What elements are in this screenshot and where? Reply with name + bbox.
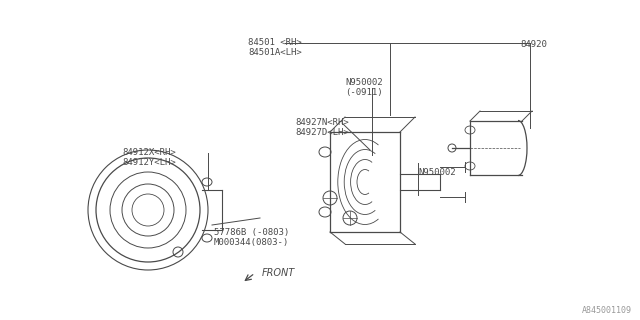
Text: M000344(0803-): M000344(0803-) (214, 238, 289, 247)
Text: 57786B (-0803): 57786B (-0803) (214, 228, 289, 237)
Text: 84912X<RH>: 84912X<RH> (122, 148, 176, 157)
Text: 84501A<LH>: 84501A<LH> (248, 48, 301, 57)
Text: 84501 <RH>: 84501 <RH> (248, 38, 301, 47)
Text: N950002: N950002 (345, 78, 383, 87)
Text: 84920: 84920 (520, 40, 547, 49)
Text: 84912Y<LH>: 84912Y<LH> (122, 158, 176, 167)
Text: (-0911): (-0911) (345, 88, 383, 97)
Text: N950002: N950002 (418, 168, 456, 177)
Text: FRONT: FRONT (262, 268, 295, 278)
Text: 84927D<LH>: 84927D<LH> (295, 128, 349, 137)
Text: A845001109: A845001109 (582, 306, 632, 315)
Text: 84927N<RH>: 84927N<RH> (295, 118, 349, 127)
